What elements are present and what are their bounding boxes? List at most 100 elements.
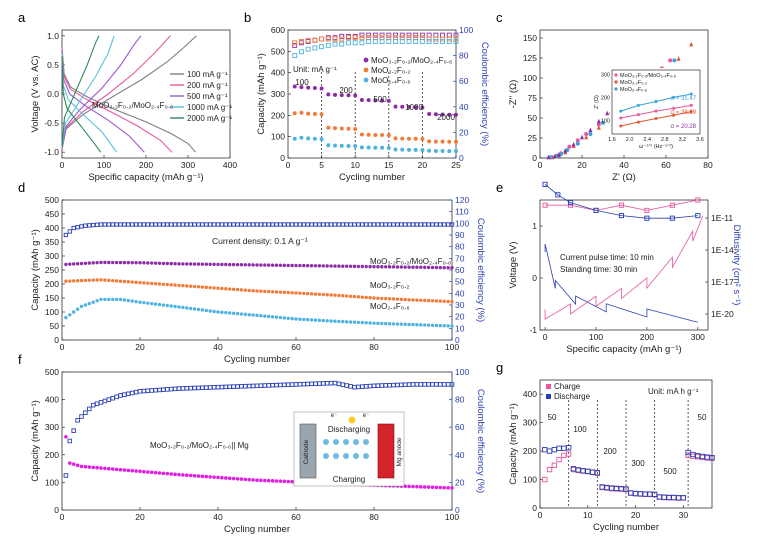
data-point [403, 265, 407, 269]
data-point [292, 136, 297, 141]
data-point [286, 479, 291, 484]
data-point [263, 314, 267, 318]
legend-entry: MoO₃.₂F₀.₂ [371, 66, 410, 75]
data-point [356, 264, 361, 269]
data-point [434, 382, 439, 387]
data-point [353, 144, 358, 149]
data-point [68, 262, 72, 266]
data-point [434, 485, 439, 490]
y-tick-label: 100 [45, 307, 59, 317]
data-point [208, 475, 212, 479]
rate-label: 300 [631, 459, 645, 468]
data-point [430, 265, 435, 270]
data-point [387, 297, 392, 301]
data-point [146, 281, 150, 285]
data-point [138, 300, 142, 304]
data-point [157, 302, 162, 307]
data-point [114, 279, 119, 283]
data-point [450, 266, 454, 270]
ion-dot [343, 453, 349, 459]
data-point [196, 474, 201, 478]
y-tick-label: 200 [523, 446, 537, 456]
data-point [177, 262, 181, 266]
rate-label: 200 [603, 447, 617, 456]
data-point [352, 33, 358, 39]
data-point [346, 93, 351, 98]
data-point [418, 382, 424, 387]
rate-label: 200 [339, 86, 353, 95]
data-point [393, 32, 398, 38]
data-point [415, 298, 419, 302]
y-tick-label: 0 [280, 153, 285, 163]
data-point [695, 453, 701, 459]
data-point [243, 477, 248, 482]
x-axis-label: Cycling number [224, 354, 290, 365]
data-point [329, 293, 333, 297]
y-tick-label: 0.5 [47, 60, 59, 70]
data-point [341, 264, 345, 268]
data-point [267, 289, 271, 294]
data-point [196, 285, 201, 289]
data-point [312, 112, 317, 117]
data-point [192, 284, 197, 289]
data-point [134, 299, 138, 304]
data-point [114, 222, 119, 227]
data-point [364, 222, 369, 227]
rate-label: 1000 [405, 103, 423, 112]
data-point [165, 282, 169, 287]
data-point [181, 283, 185, 288]
data-point [91, 300, 95, 304]
inset-x-tick-label: 2.8 [661, 137, 669, 143]
y2-tick-label: 110 [455, 207, 469, 217]
data-point [419, 298, 423, 302]
inset-point [619, 124, 623, 128]
data-point [372, 264, 376, 269]
data-point [556, 152, 561, 157]
data-point [173, 472, 177, 477]
data-point [356, 295, 361, 299]
data-point [556, 445, 562, 451]
data-point [341, 319, 345, 324]
rate-label: 100 [573, 425, 587, 434]
legend-swatch [546, 394, 551, 399]
panel-letter: g [496, 360, 503, 375]
cathode-label: Cathode [303, 439, 310, 464]
y-tick-label: 100 [45, 477, 59, 487]
data-point [75, 463, 80, 468]
data-point [247, 312, 251, 317]
y-tick-label: 350 [45, 237, 59, 247]
data-point [359, 97, 364, 102]
data-point [67, 229, 72, 234]
data-point [695, 454, 701, 460]
data-point [290, 316, 294, 321]
y2-axis-label: Coulombic efficiency (%) [475, 389, 486, 493]
data-point [250, 222, 256, 227]
data-point [79, 224, 84, 229]
data-point [413, 39, 419, 44]
data-point [111, 260, 115, 265]
y-tick-label: 50 [50, 321, 60, 331]
y-tick-label: 1.0 [47, 31, 59, 41]
data-point [546, 448, 553, 454]
data-point [406, 147, 411, 152]
data-point [413, 136, 418, 141]
data-point [299, 135, 304, 140]
data-point [161, 387, 166, 392]
data-point [270, 382, 275, 388]
data-point [110, 222, 115, 227]
data-point [251, 478, 255, 482]
y-axis-label: -Z'' (Ω) [508, 80, 519, 109]
data-point [414, 222, 420, 227]
data-point [133, 389, 139, 395]
data-point [326, 125, 331, 130]
inset-point [619, 109, 623, 113]
data-point [344, 222, 349, 227]
inset-y-axis-label: Z' (Ω) [594, 95, 600, 109]
data-point [376, 321, 380, 326]
series-label: MoO₃.₂F₀.₂ [370, 281, 409, 290]
y-tick-label: 400 [271, 68, 285, 78]
data-point [317, 292, 322, 297]
data-point [200, 285, 205, 289]
data-point [91, 261, 95, 265]
data-point [319, 44, 325, 50]
